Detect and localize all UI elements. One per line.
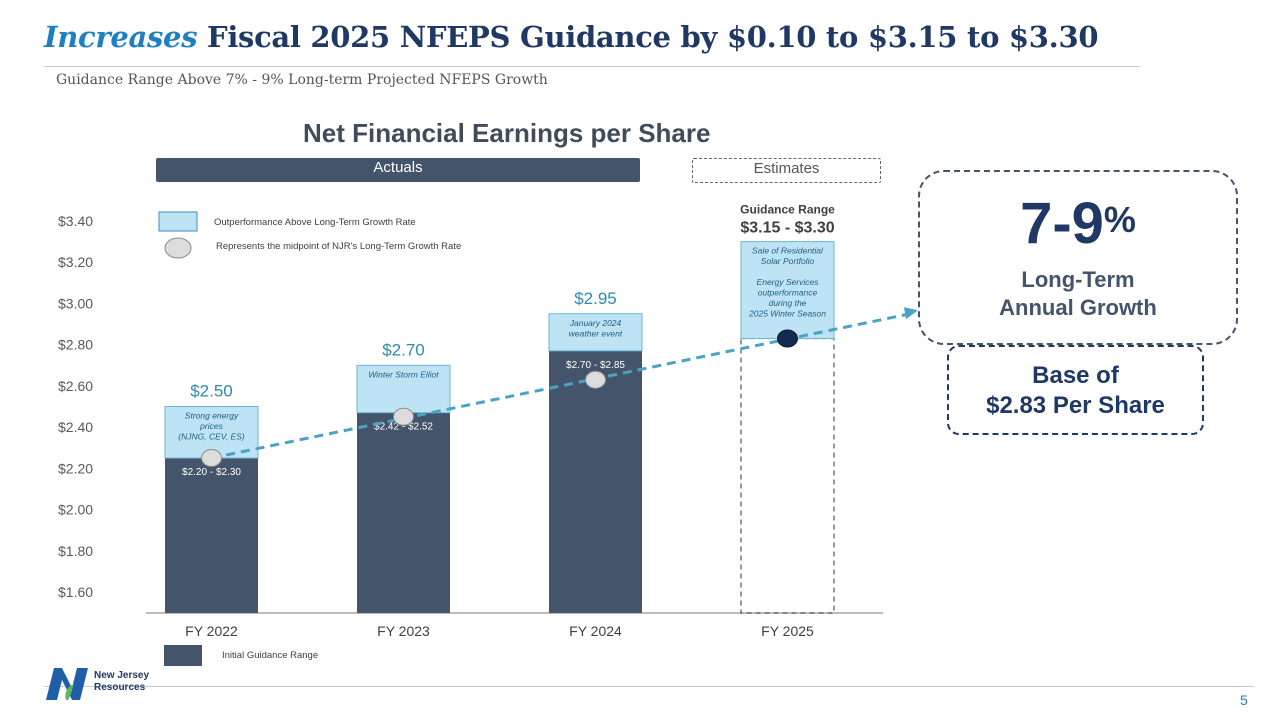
legend-midpoint-swatch bbox=[164, 237, 192, 259]
outperformance-note: Energy Services bbox=[757, 277, 820, 287]
outperformance-note: during the bbox=[769, 298, 807, 308]
y-tick-label: $3.20 bbox=[58, 254, 93, 270]
logo-text: New Jersey Resources bbox=[94, 670, 149, 694]
slide-subtitle: Guidance Range Above 7% - 9% Long-term P… bbox=[56, 72, 548, 88]
outperformance-bar bbox=[356, 364, 451, 414]
outperformance-note: Winter Storm Elliot bbox=[368, 369, 439, 379]
njr-logo: New Jersey Resources bbox=[44, 664, 194, 702]
initial-guidance-bar bbox=[357, 412, 450, 613]
y-tick-label: $3.00 bbox=[58, 295, 93, 311]
trend-arrowhead bbox=[904, 307, 918, 320]
outperformance-note: weather event bbox=[569, 328, 623, 338]
y-tick-label: $2.20 bbox=[58, 460, 93, 476]
bar-top-label: $2.70 bbox=[382, 340, 425, 359]
x-category-label: FY 2024 bbox=[569, 623, 622, 639]
outperformance-note: Strong energy bbox=[185, 411, 239, 421]
outperformance-bar bbox=[548, 313, 643, 352]
outperformance-note: (NJNG, CEV, ES) bbox=[178, 432, 245, 442]
title-divider bbox=[44, 66, 1140, 67]
growth-midpoint-marker bbox=[393, 407, 414, 426]
logo-line1: New Jersey bbox=[94, 670, 150, 681]
legend-initial-swatch bbox=[164, 645, 202, 666]
y-tick-label: $2.60 bbox=[58, 378, 93, 394]
bar-top-label: $2.95 bbox=[574, 289, 617, 308]
base-line1: Base of bbox=[1032, 362, 1119, 389]
guidance-range-text: $2.20 - $2.30 bbox=[182, 467, 241, 478]
x-category-label: FY 2025 bbox=[761, 623, 814, 639]
outperformance-bar bbox=[740, 241, 835, 339]
outperformance-note: outperformance bbox=[758, 288, 818, 298]
base-line2: $2.83 Per Share bbox=[986, 392, 1165, 419]
initial-guidance-bar bbox=[549, 350, 642, 613]
outperformance-note: Solar Portfolio bbox=[761, 256, 815, 266]
x-category-label: FY 2023 bbox=[377, 623, 430, 639]
growth-value: 7-9% bbox=[920, 194, 1236, 254]
outperformance-note: January 2024 bbox=[569, 318, 622, 328]
estimates-header: Estimates bbox=[692, 158, 881, 183]
growth-midpoint-marker bbox=[201, 449, 222, 468]
title-text: Fiscal 2025 NFEPS Guidance by $0.10 to $… bbox=[197, 20, 1099, 54]
estimate-bar-outline bbox=[740, 337, 835, 614]
y-tick-label: $1.80 bbox=[58, 543, 93, 559]
y-tick-label: $2.00 bbox=[58, 502, 93, 518]
logo-line2: Resources bbox=[94, 682, 146, 693]
legend-midpoint-label: Represents the midpoint of NJR's Long-Te… bbox=[216, 241, 461, 252]
bar-top-label: $2.50 bbox=[190, 382, 233, 401]
chart-title: Net Financial Earnings per Share bbox=[303, 118, 711, 148]
growth-midpoint-marker bbox=[777, 329, 798, 348]
outperformance-note: prices bbox=[199, 421, 223, 431]
actuals-header: Actuals bbox=[156, 158, 640, 182]
page-number: 5 bbox=[1240, 692, 1248, 708]
growth-midpoint-marker bbox=[585, 370, 606, 389]
growth-callout: 7-9% Long-Term Annual Growth bbox=[918, 170, 1238, 345]
outperformance-note: 2025 Winter Season bbox=[748, 309, 826, 319]
legend-outperformance-swatch bbox=[158, 211, 198, 232]
growth-unit: % bbox=[1103, 199, 1136, 240]
guidance-range-value: $3.15 - $3.30 bbox=[740, 220, 834, 237]
legend-initial-label: Initial Guidance Range bbox=[222, 650, 318, 661]
njr-logo-icon bbox=[46, 668, 88, 700]
outperformance-note: Sale of Residential bbox=[752, 246, 824, 256]
y-tick-label: $1.60 bbox=[58, 584, 93, 600]
title-accent: Increases bbox=[44, 20, 198, 54]
guidance-range-text: $2.42 - $2.52 bbox=[374, 422, 433, 433]
slide-title: Increases Fiscal 2025 NFEPS Guidance by … bbox=[44, 20, 1099, 54]
base-callout: Base of $2.83 Per Share bbox=[947, 345, 1204, 435]
guidance-range-label: Guidance Range bbox=[740, 203, 835, 217]
growth-number: 7-9 bbox=[1020, 191, 1104, 256]
initial-guidance-bar bbox=[165, 458, 258, 613]
legend-outperformance-label: Outperformance Above Long-Term Growth Ra… bbox=[214, 217, 416, 228]
guidance-range-text: $2.70 - $2.85 bbox=[566, 360, 625, 371]
x-category-label: FY 2022 bbox=[185, 623, 238, 639]
y-tick-label: $3.40 bbox=[58, 213, 93, 229]
y-tick-label: $2.40 bbox=[58, 419, 93, 435]
growth-label-line1: Long-Term bbox=[1021, 267, 1135, 292]
y-tick-label: $2.80 bbox=[58, 337, 93, 353]
footer-divider bbox=[44, 686, 1255, 687]
growth-label-line2: Annual Growth bbox=[999, 295, 1157, 320]
growth-label: Long-Term Annual Growth bbox=[920, 266, 1236, 322]
